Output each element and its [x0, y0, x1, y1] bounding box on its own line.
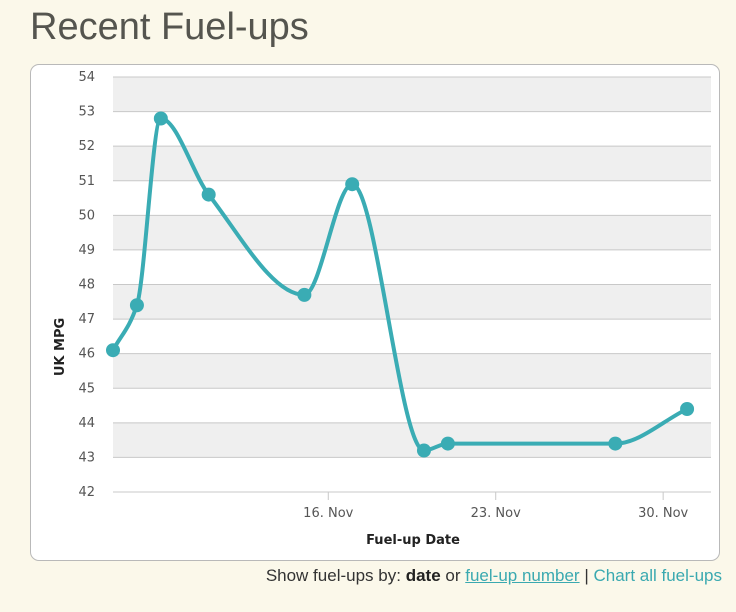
chart-svg: 42 43 44 45 46 47 48 49 50 51 52 53 54 16. Nov 23. No… — [53, 70, 711, 548]
data-point[interactable] — [680, 402, 695, 416]
data-point[interactable] — [201, 187, 216, 202]
y-axis-title: UK MPG — [53, 318, 68, 376]
x-axis-title: Fuel-up Date — [366, 533, 460, 548]
plot-band — [113, 146, 711, 181]
fuel-ups-chart: 42 43 44 45 46 47 48 49 50 51 52 53 54 16. Nov 23. No… — [30, 64, 720, 561]
separator: | — [584, 566, 589, 585]
y-tick-label: 51 — [78, 174, 95, 189]
data-point[interactable] — [416, 443, 431, 458]
y-tick-label: 47 — [78, 312, 95, 327]
y-axis-ticks: 42 43 44 45 46 47 48 49 50 51 52 53 54 — [78, 70, 95, 500]
y-tick-label: 45 — [78, 381, 95, 396]
grid-lines — [113, 76, 711, 493]
plot-band — [113, 284, 711, 320]
y-tick-label: 46 — [78, 347, 95, 362]
fuelup-number-link[interactable]: fuel-up number — [465, 566, 580, 585]
show-by-label: Show fuel-ups by: — [265, 566, 401, 585]
plot-band — [113, 353, 711, 389]
y-tick-label: 43 — [78, 450, 95, 465]
series-line — [111, 116, 690, 453]
data-point[interactable] — [129, 298, 144, 313]
y-tick-label: 53 — [78, 105, 95, 120]
series-layer — [106, 111, 695, 458]
data-point[interactable] — [106, 343, 120, 358]
data-point[interactable] — [297, 287, 312, 302]
y-tick-label: 54 — [78, 70, 95, 85]
y-tick-label: 49 — [78, 243, 95, 258]
plot-band — [113, 77, 711, 112]
chart-all-fuelups-link[interactable]: Chart all fuel-ups — [593, 566, 722, 585]
x-tick-label: 16. Nov — [303, 506, 353, 521]
y-tick-label: 48 — [78, 278, 95, 293]
y-tick-label: 44 — [78, 416, 95, 431]
date-option-current: date — [405, 566, 441, 585]
data-point[interactable] — [153, 111, 168, 126]
plot-band — [113, 215, 711, 250]
data-point[interactable] — [608, 436, 623, 451]
plot-bands — [113, 77, 711, 458]
y-tick-label: 42 — [78, 485, 95, 500]
x-tick-label: 23. Nov — [471, 506, 521, 521]
data-point[interactable] — [440, 436, 455, 451]
or-label: or — [445, 566, 461, 585]
y-tick-label: 50 — [78, 208, 95, 223]
data-point[interactable] — [345, 177, 360, 192]
y-tick-label: 52 — [78, 139, 95, 154]
page-title: Recent Fuel-ups — [30, 6, 309, 48]
x-tick-label: 30. Nov — [638, 506, 688, 521]
footer-links: Show fuel-ups by: date or fuel-up number… — [266, 566, 722, 586]
x-axis-ticks: 16. Nov 23. Nov 30. Nov — [303, 492, 689, 521]
